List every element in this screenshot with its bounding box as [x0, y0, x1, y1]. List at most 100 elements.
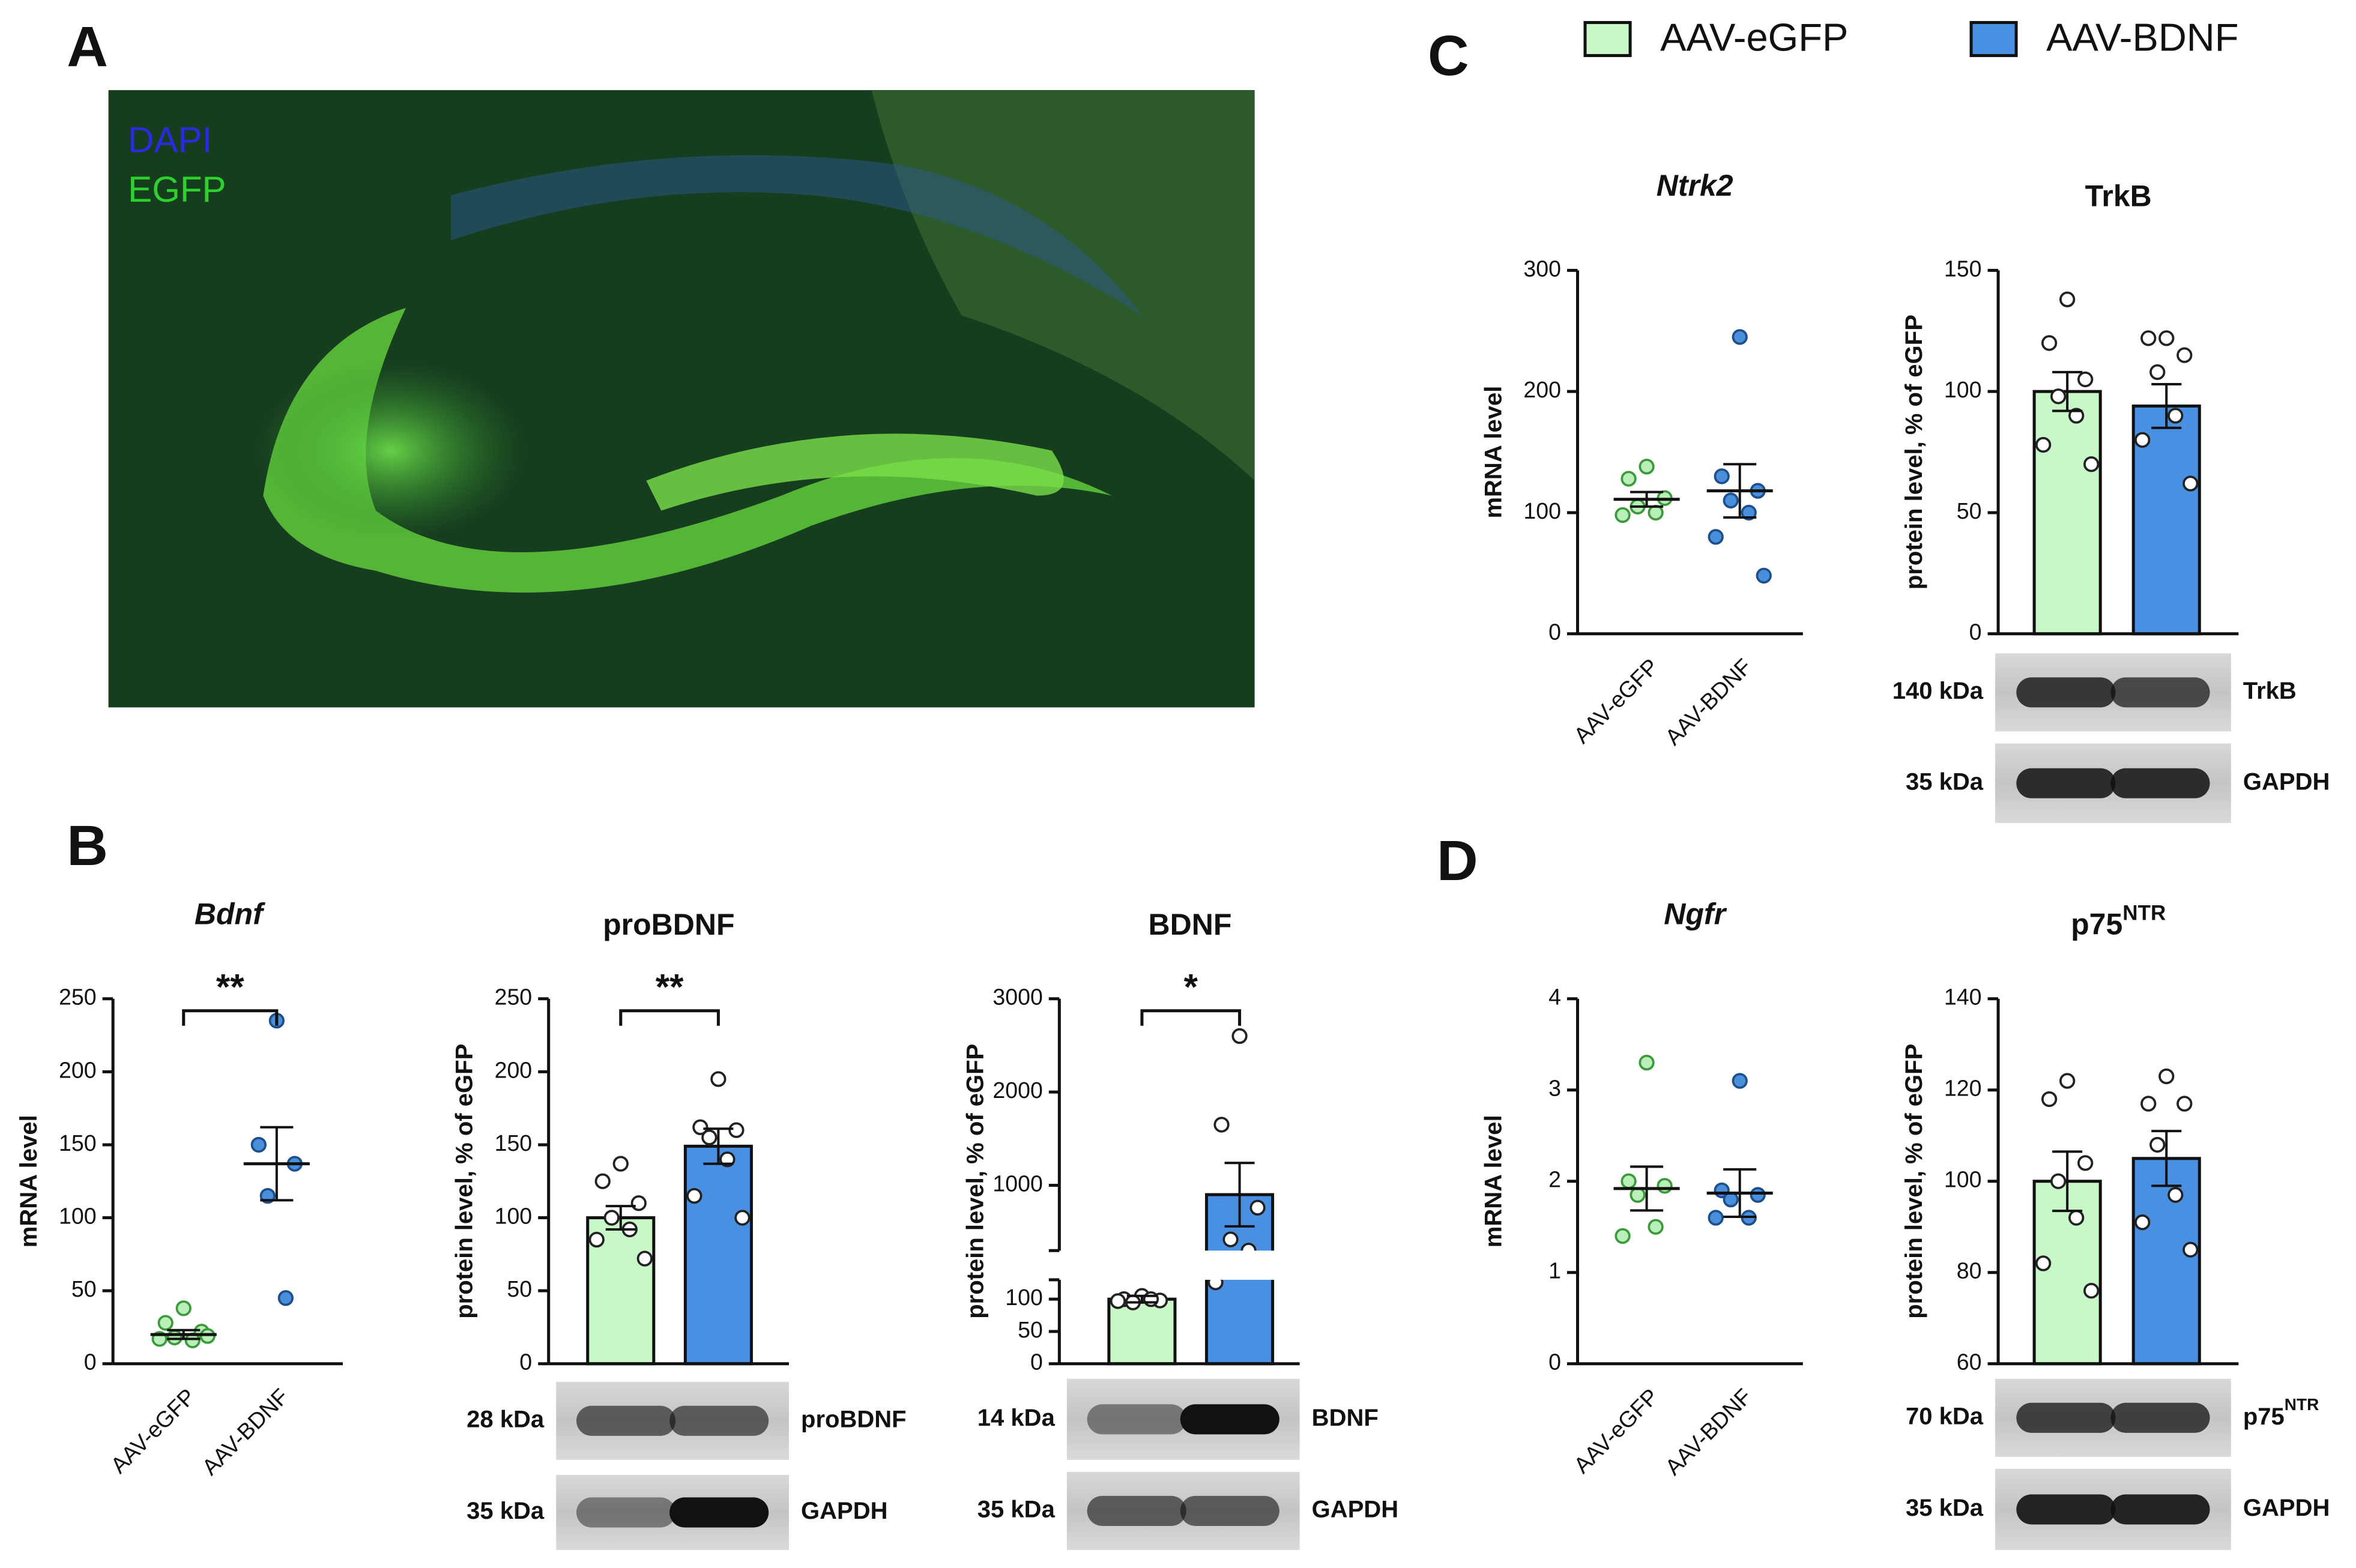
chart-title: Ntrk2 — [1657, 169, 1733, 202]
y-tick-label: 0 — [1969, 620, 1982, 645]
blot-band — [2016, 1402, 2116, 1433]
blot-size-label: 35 kDa — [1906, 1495, 1984, 1521]
y-axis-label: protein level, % of eGFP — [1901, 1044, 1927, 1319]
data-point — [1732, 329, 1748, 345]
blot-protein-label: GAPDH — [801, 1498, 888, 1524]
data-point — [2176, 1096, 2193, 1112]
y-tick-label: 100 — [1944, 1167, 1982, 1192]
y-tick-label: 0 — [1548, 620, 1561, 645]
data-point — [2167, 408, 2184, 424]
data-point — [603, 1210, 620, 1226]
data-point — [1657, 1178, 1673, 1194]
data-point — [157, 1315, 174, 1331]
y-tick-label: 140 — [1944, 985, 1982, 1010]
y-tick-label: 150 — [1944, 256, 1982, 281]
data-point — [1708, 529, 1724, 545]
data-point — [277, 1290, 294, 1306]
data-point — [2158, 1068, 2175, 1085]
blot-band — [2016, 768, 2116, 798]
blot-band — [1180, 1495, 1279, 1526]
data-point — [2041, 335, 2058, 351]
blot-protein-label: BDNF — [1312, 1405, 1379, 1431]
y-tick-label: 3 — [1548, 1076, 1561, 1101]
y-tick-label: 150 — [59, 1130, 97, 1156]
blot-band — [2110, 1402, 2210, 1433]
y-axis-label: mRNA level — [1480, 386, 1506, 519]
blot-protein-label-main: p75 — [2243, 1403, 2285, 1429]
data-point — [2077, 1155, 2094, 1171]
data-point — [1741, 504, 1757, 521]
y-tick-label: 100 — [495, 1203, 533, 1228]
image-region — [255, 360, 527, 541]
data-point — [2035, 1255, 2052, 1271]
y-tick-label: 100 — [1005, 1285, 1043, 1310]
blot-size-label: 70 kDa — [1906, 1403, 1984, 1429]
blot-band — [2016, 677, 2116, 708]
y-tick-label: 3000 — [992, 985, 1042, 1010]
y-tick-label: 300 — [1523, 256, 1561, 281]
blot-size-label: 140 kDa — [1892, 678, 1984, 704]
blot-protein-label: p75NTR — [2243, 1395, 2319, 1429]
data-point — [1750, 1187, 1766, 1203]
data-point — [2077, 371, 2094, 388]
data-point — [728, 1122, 745, 1138]
chart-title: BDNF — [1149, 908, 1232, 941]
y-axis-label: protein level, % of eGFP — [1901, 315, 1927, 590]
error-bar — [1126, 1294, 1157, 1304]
y-tick-label: 120 — [1944, 1076, 1982, 1101]
data-point — [612, 1156, 629, 1172]
data-point — [1621, 1173, 1637, 1189]
data-point — [692, 1119, 708, 1135]
y-tick-label: 50 — [507, 1276, 532, 1301]
data-point — [2083, 1283, 2100, 1299]
chart-title: TrkB — [2085, 179, 2152, 213]
data-point — [1714, 468, 1730, 484]
data-point — [1213, 1117, 1230, 1133]
chart-title-main: p75 — [2071, 908, 2122, 941]
data-point — [1143, 1291, 1159, 1307]
data-point — [2134, 432, 2151, 448]
image-region — [646, 433, 1064, 511]
blot-band — [2016, 1494, 2116, 1525]
blot-protein-label: GAPDH — [1312, 1497, 1399, 1523]
data-point — [1639, 459, 1655, 475]
panel-letter: B — [67, 814, 108, 878]
x-tick-label: AAV-eGFP — [106, 1384, 200, 1478]
data-point — [1639, 1055, 1655, 1071]
chart-title: p75NTR — [2071, 902, 2166, 941]
blot-size-label: 35 kDa — [1906, 768, 1984, 795]
data-point — [710, 1071, 726, 1087]
error-bar — [2151, 383, 2182, 429]
blot-protein-label-sup: NTR — [2285, 1395, 2319, 1414]
y-tick-label: 250 — [59, 985, 97, 1010]
y-tick-label: 200 — [1523, 377, 1561, 402]
y-tick-label: 150 — [495, 1130, 533, 1156]
data-point — [2140, 330, 2157, 346]
y-tick-label: 0 — [519, 1349, 532, 1375]
y-tick-label: 100 — [1523, 498, 1561, 523]
data-point — [1249, 1199, 1266, 1216]
chart-title: proBDNF — [603, 908, 734, 941]
blot-size-label: 14 kDa — [977, 1405, 1056, 1431]
data-point — [2134, 1214, 2151, 1231]
data-point — [2083, 456, 2100, 472]
data-point — [1732, 1073, 1748, 1089]
data-point — [630, 1195, 647, 1211]
data-point — [2068, 408, 2085, 424]
data-point — [594, 1173, 611, 1189]
y-tick-label: 250 — [495, 985, 533, 1010]
x-tick-label: AAV-BDNF — [1660, 1384, 1756, 1480]
blot-protein-label: GAPDH — [2243, 768, 2330, 795]
error-bar — [2151, 1130, 2182, 1187]
data-point — [2140, 1096, 2157, 1112]
data-point — [2149, 364, 2166, 381]
y-axis-label: protein level, % of eGFP — [962, 1044, 988, 1319]
y-tick-label: 200 — [59, 1057, 97, 1082]
data-point — [1648, 504, 1664, 521]
data-point — [2149, 1136, 2166, 1153]
blot-band — [669, 1405, 769, 1436]
data-point — [2035, 436, 2052, 453]
data-point — [636, 1250, 653, 1267]
